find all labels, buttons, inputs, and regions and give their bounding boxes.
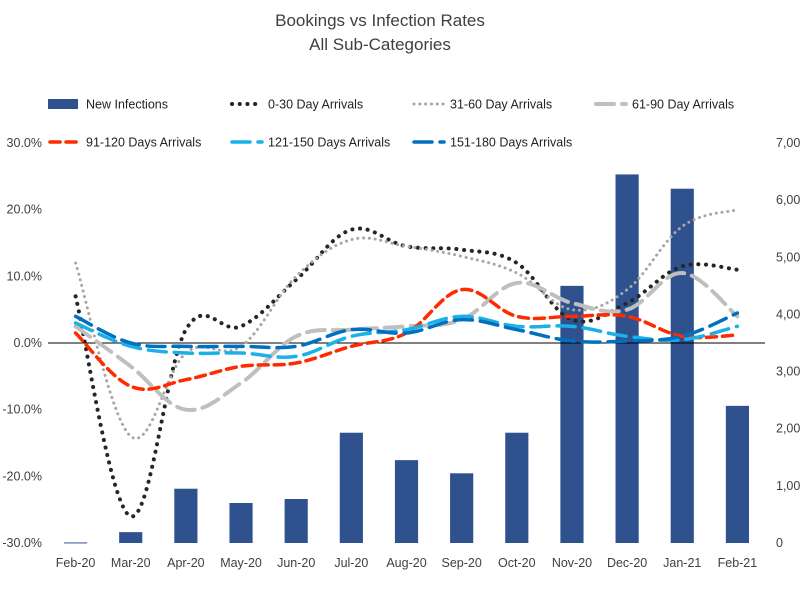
x-tick-label: Mar-20 (111, 556, 151, 570)
bar-new-infections (394, 460, 419, 543)
bar-series (63, 174, 750, 544)
bar-new-infections (670, 188, 694, 543)
legend-label: 121-150 Days Arrivals (268, 136, 390, 150)
chart-title: Bookings vs Infection Rates (275, 11, 485, 30)
y-right-tick-label: 2,000 (776, 422, 800, 436)
legend-label: 151-180 Days Arrivals (450, 136, 572, 150)
x-axis: Feb-20 Mar-20 Apr-20 May-20 Jun-20 Jul-20 Aug-… (56, 556, 758, 570)
x-tick-label: May-20 (220, 556, 262, 570)
y-left-tick-label: -20.0% (2, 469, 42, 483)
legend-item-3: 61-90 Day Arrivals (594, 98, 734, 112)
y-left-tick-label: 10.0% (7, 269, 42, 283)
bar-new-infections (174, 488, 198, 543)
y-right-tick-label: 5,000 (776, 250, 800, 264)
bar-new-infections (560, 285, 584, 543)
y-left-tick-label: 20.0% (7, 203, 42, 217)
x-tick-label: Aug-20 (386, 556, 426, 570)
series-line-2 (73, 270, 740, 412)
line-series (73, 208, 740, 519)
y-right-tick-label: 4,000 (776, 307, 800, 321)
series-line-1 (74, 208, 739, 440)
legend-item-4: 91-120 Days Arrivals (48, 136, 201, 150)
right-axis: 0 1,000 2,000 3,000 4,000 5,000 6,000 7,000 (776, 136, 800, 550)
legend-label: New Infections (86, 98, 168, 112)
legend-item-5: 121-150 Days Arrivals (230, 136, 390, 150)
series-line-5 (73, 311, 740, 350)
bar-new-infections (615, 174, 639, 543)
x-tick-label: Jul-20 (334, 556, 368, 570)
legend: New Infections 0-30 Day Arrivals 31-60 Day… (48, 98, 734, 150)
legend-label: 91-120 Days Arrivals (86, 136, 201, 150)
y-right-tick-label: 7,000 (776, 136, 800, 150)
x-tick-label: Sep-20 (441, 556, 481, 570)
legend-item-1: 0-30 Day Arrivals (230, 98, 363, 112)
x-tick-label: Oct-20 (498, 556, 536, 570)
bar-new-infections (450, 473, 474, 543)
legend-label: 31-60 Day Arrivals (450, 98, 552, 112)
x-tick-label: Nov-20 (552, 556, 592, 570)
y-left-tick-label: 30.0% (7, 136, 42, 150)
y-right-tick-label: 6,000 (776, 193, 800, 207)
y-right-tick-label: 1,000 (776, 479, 800, 493)
y-left-tick-label: -30.0% (2, 536, 42, 550)
legend-item-2: 31-60 Day Arrivals (412, 98, 552, 112)
x-tick-label: Jun-20 (277, 556, 315, 570)
y-right-tick-label: 0 (776, 536, 783, 550)
legend-item-6: 151-180 Days Arrivals (412, 136, 572, 150)
bar-new-infections (725, 405, 750, 543)
bar-new-infections (63, 542, 88, 544)
legend-item-0: New Infections (48, 98, 168, 112)
legend-swatch (48, 99, 78, 109)
x-tick-label: Dec-20 (607, 556, 647, 570)
legend-label: 0-30 Day Arrivals (268, 98, 363, 112)
bar-new-infections (229, 503, 253, 543)
x-tick-label: Feb-21 (718, 556, 758, 570)
y-left-tick-label: 0.0% (14, 336, 43, 350)
x-tick-label: Jan-21 (663, 556, 701, 570)
series-line-4 (73, 314, 740, 359)
bar-new-infections (119, 532, 143, 543)
y-right-tick-label: 3,000 (776, 365, 800, 379)
bar-new-infections (505, 432, 529, 543)
y-left-tick-label: -10.0% (2, 403, 42, 417)
left-axis: -30.0% -20.0% -10.0% 0.0% 10.0% 20.0% 30.0% (2, 136, 42, 550)
legend-label: 61-90 Day Arrivals (632, 98, 734, 112)
x-tick-label: Apr-20 (167, 556, 205, 570)
bar-new-infections (339, 432, 363, 543)
x-tick-label: Feb-20 (56, 556, 96, 570)
bar-new-infections (284, 499, 308, 543)
chart-subtitle: All Sub-Categories (309, 35, 451, 54)
